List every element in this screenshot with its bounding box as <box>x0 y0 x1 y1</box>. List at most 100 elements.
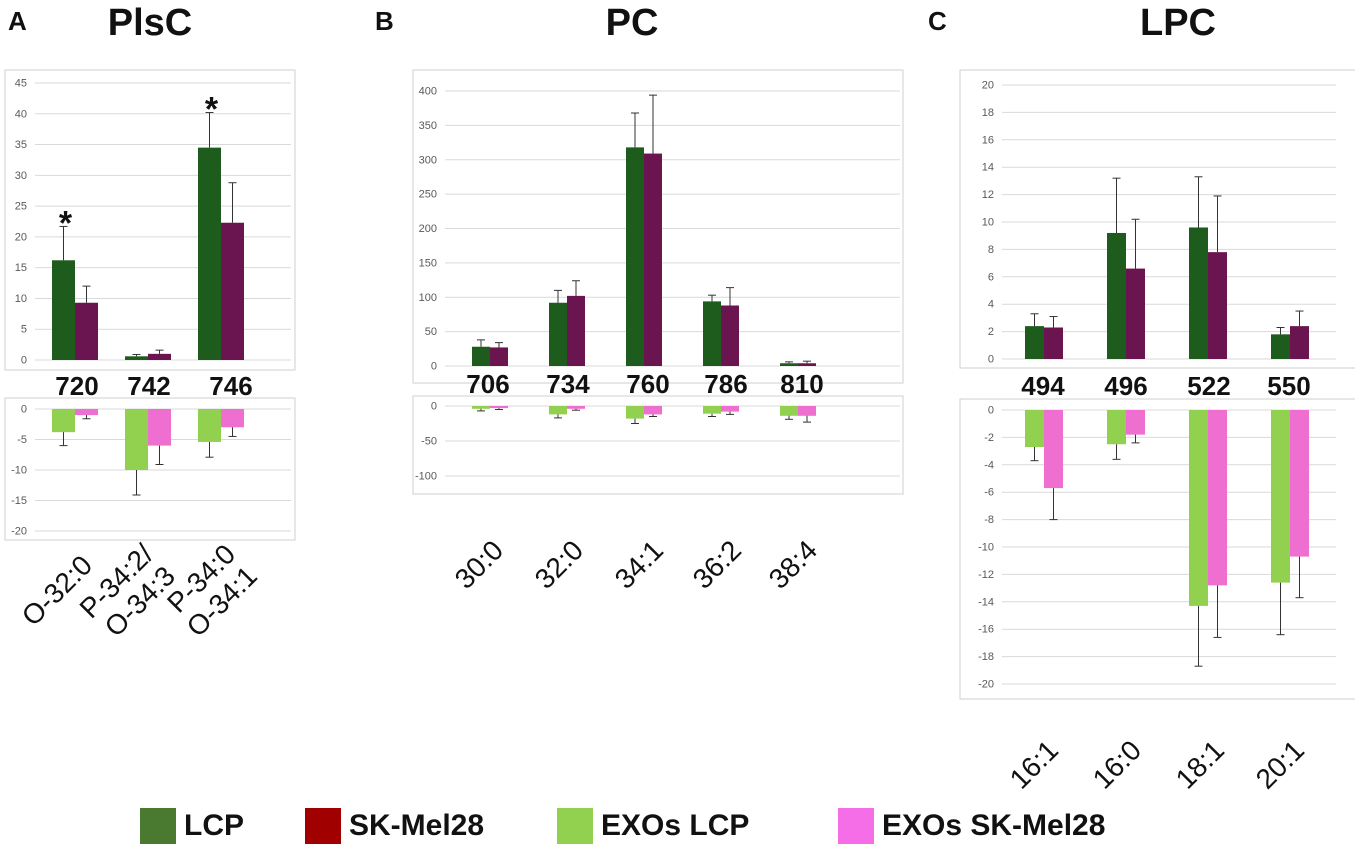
panel-c-bottom-ytick-label: -10 <box>978 542 994 554</box>
panel-c-bottom-bar-exos-lcp <box>1271 410 1290 583</box>
panel-a-top-ytick-label: 0 <box>21 355 27 367</box>
panel-b-title: PC <box>606 2 659 44</box>
panel-c-top-ytick-label: 6 <box>988 271 994 283</box>
panel-b-top-bar-lcp <box>472 346 490 366</box>
panel-a-top-ytick-label: 40 <box>15 108 27 120</box>
panel-c-top-ytick-label: 12 <box>982 189 994 201</box>
panel-c-species-label: 16:1 <box>1004 734 1064 794</box>
panel-a-bottom-bar-exos-lcp <box>125 409 148 470</box>
panel-b-top-bar-lcp <box>626 147 644 366</box>
panel-b: B PC 0 50 100 150 200 250 300 350 400 0 -50 -100 706 73… <box>375 2 904 595</box>
panel-b-top-bar-sk-mel28 <box>644 153 662 366</box>
panel-b-top-ytick-label: 250 <box>419 189 437 201</box>
panel-b-bottom-bar-exos-lcp <box>626 406 644 419</box>
legend-item-exos-skmel28: EXOs SK-Mel28 <box>838 808 1105 844</box>
panel-a-top-chart: 0 5 10 15 20 25 30 35 40 45 * * <box>4 69 296 371</box>
panel-c: C LPC 0 2 4 6 8 10 12 14 16 18 20 0 -2 -4 -6 -8 -10 -12 -14 -… <box>928 2 1355 795</box>
figure-canvas: A PlsC051015202530354045**0-5-10-15-20720… <box>4 2 1355 795</box>
panel-b-top-ytick-label: 50 <box>425 326 437 338</box>
panel-a-top-ytick-label: 25 <box>15 201 27 213</box>
panel-c-bottom-bar-exos-sk-mel28 <box>1126 410 1145 435</box>
panel-c-top-bar-lcp <box>1025 326 1044 359</box>
panel-b-bottom-bar-exos-sk-mel28 <box>644 406 662 415</box>
panel-c-species-label-line: 20:1 <box>1250 734 1310 794</box>
panel-a-bottom-bar-exos-lcp <box>52 409 75 433</box>
panel-a-top-ytick-label: 20 <box>15 231 27 243</box>
panel-c-bottom-ytick-label: 0 <box>988 405 994 417</box>
panel-c-species-label-line: 16:0 <box>1087 734 1147 794</box>
panel-c-letter: C <box>928 6 947 36</box>
panel-a-top-bar-sk-mel28 <box>75 302 98 360</box>
panel-a-top-bar-lcp <box>125 356 148 360</box>
panel-c-top-frame <box>959 69 1355 369</box>
panel-b-top-bar-sk-mel28 <box>721 305 739 366</box>
panel-a-significance-asterisk: * <box>59 204 73 242</box>
panel-c-top-ytick-label: 0 <box>988 354 994 366</box>
panel-b-top-chart: 0 50 100 150 200 250 300 350 400 <box>412 69 904 384</box>
panel-a-top-bar-lcp <box>198 147 221 360</box>
panel-c-bottom-ytick-label: -14 <box>978 596 994 608</box>
legend-label-skmel28: SK-Mel28 <box>349 809 485 842</box>
panel-b-mz-label: 760 <box>626 369 669 399</box>
panel-a-bottom-bar-exos-lcp <box>198 409 221 442</box>
panel-a-top-ytick-label: 35 <box>15 139 27 151</box>
panel-c-mz-label: 494 <box>1021 371 1065 401</box>
legend-item-skmel28: SK-Mel28 <box>305 808 484 844</box>
panel-c-top-ytick-label: 14 <box>982 162 994 174</box>
legend-item-lcp: LCP <box>140 808 244 844</box>
panel-a-top-frame <box>4 69 296 371</box>
panel-b-bottom-bar-exos-lcp <box>549 406 567 415</box>
panel-b-species-label: 38:4 <box>763 534 823 594</box>
panel-c-bottom-ytick-label: -18 <box>978 651 994 663</box>
panel-b-bottom-chart: 0 -50 -100 <box>412 395 904 495</box>
panel-b-bottom-ytick-label: -50 <box>421 436 437 448</box>
panel-b-top-bar-lcp <box>703 301 721 366</box>
panel-b-bottom-bar-exos-lcp <box>780 406 798 416</box>
panel-a-bottom-bar-exos-sk-mel28 <box>148 409 171 446</box>
panel-b-species-label-line: 36:2 <box>687 534 747 594</box>
panel-b-species-label: 30:0 <box>449 534 509 594</box>
panel-b-bottom-bar-exos-sk-mel28 <box>567 406 585 409</box>
panel-c-top-bar-sk-mel28 <box>1126 268 1145 359</box>
panel-a: A PlsC 0 5 10 15 20 25 30 35 40 45 * * 0 -5 -10 -15 -20 720… <box>4 2 296 643</box>
panel-c-top-bar-lcp <box>1107 232 1126 359</box>
panel-b-species-label: 36:2 <box>687 534 747 594</box>
panel-b-bottom-bar-exos-sk-mel28 <box>798 406 816 416</box>
panel-c-bottom-bar-exos-sk-mel28 <box>1208 410 1227 586</box>
panel-a-bottom-ytick-label: -5 <box>17 434 27 446</box>
panel-b-top-ytick-label: 200 <box>419 223 437 235</box>
legend-swatch-lcp <box>140 808 176 844</box>
panel-c-bottom-bar-exos-lcp <box>1107 410 1126 445</box>
panel-c-bottom-bar-exos-lcp <box>1189 410 1208 606</box>
panel-c-top-ytick-label: 16 <box>982 134 994 146</box>
panel-c-top-bar-sk-mel28 <box>1208 252 1227 359</box>
panel-b-top-bar-lcp <box>549 302 567 366</box>
panel-b-top-ytick-label: 100 <box>419 292 437 304</box>
panel-c-top-ytick-label: 4 <box>988 299 994 311</box>
panel-a-significance-asterisk: * <box>205 91 219 129</box>
panel-c-top-ytick-label: 8 <box>988 244 994 256</box>
panel-a-bottom-bar-exos-sk-mel28 <box>221 409 244 428</box>
legend-swatch-skmel28 <box>305 808 341 844</box>
panel-c-mz-label: 496 <box>1104 371 1147 401</box>
panel-b-bottom-bar-exos-lcp <box>472 406 490 409</box>
panel-b-top-ytick-label: 150 <box>419 257 437 269</box>
panel-c-species-label: 16:0 <box>1087 734 1147 794</box>
panel-c-bottom-ytick-label: -2 <box>984 432 994 444</box>
panel-b-top-bar-sk-mel28 <box>798 363 816 366</box>
legend-swatch-exos-skmel28 <box>838 808 874 844</box>
panel-b-species-label-line: 38:4 <box>763 534 823 594</box>
panel-c-bottom-ytick-label: -20 <box>978 679 994 691</box>
panel-a-letter: A <box>8 6 27 36</box>
panel-a-top-bar-sk-mel28 <box>221 222 244 360</box>
panel-c-mz-label: 522 <box>1187 371 1230 401</box>
panel-c-species-label: 20:1 <box>1250 734 1310 794</box>
panel-c-bottom-ytick-label: -4 <box>984 459 994 471</box>
panel-b-mz-label: 734 <box>546 369 590 399</box>
panel-a-species-label: P-34:0O-34:1 <box>159 538 263 642</box>
panel-b-bottom-bar-exos-lcp <box>703 406 721 414</box>
panel-a-bottom-bar-exos-sk-mel28 <box>75 409 98 416</box>
panel-b-mz-label: 786 <box>704 369 747 399</box>
panel-a-bottom-ytick-label: -20 <box>11 526 27 538</box>
panel-c-species-label-line: 16:1 <box>1004 734 1064 794</box>
